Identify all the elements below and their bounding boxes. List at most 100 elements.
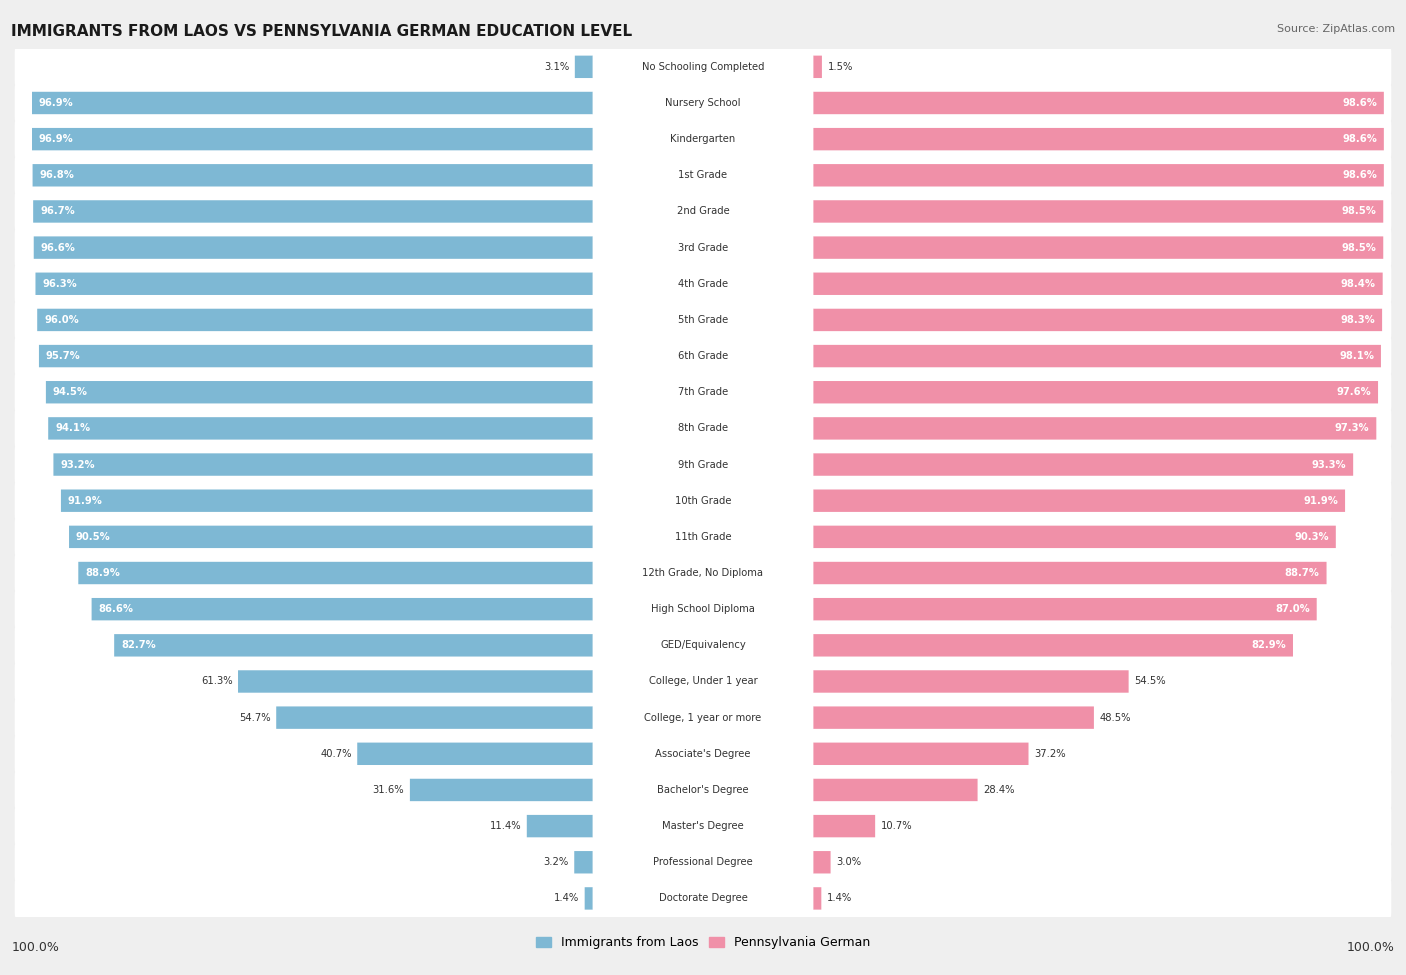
FancyBboxPatch shape — [813, 56, 823, 78]
FancyBboxPatch shape — [60, 489, 593, 512]
Text: 98.5%: 98.5% — [1341, 207, 1376, 216]
Text: Doctorate Degree: Doctorate Degree — [658, 893, 748, 904]
FancyBboxPatch shape — [14, 227, 1392, 268]
Text: 96.9%: 96.9% — [39, 135, 73, 144]
FancyBboxPatch shape — [14, 517, 1392, 557]
Text: 11th Grade: 11th Grade — [675, 531, 731, 542]
FancyBboxPatch shape — [14, 372, 1392, 412]
FancyBboxPatch shape — [813, 381, 1378, 404]
FancyBboxPatch shape — [91, 598, 593, 620]
FancyBboxPatch shape — [14, 842, 1392, 882]
Text: 7th Grade: 7th Grade — [678, 387, 728, 397]
Text: 8th Grade: 8th Grade — [678, 423, 728, 434]
Text: 61.3%: 61.3% — [201, 677, 232, 686]
FancyBboxPatch shape — [593, 851, 813, 874]
FancyBboxPatch shape — [593, 273, 813, 295]
FancyBboxPatch shape — [14, 263, 1392, 304]
FancyBboxPatch shape — [593, 743, 813, 765]
Text: Associate's Degree: Associate's Degree — [655, 749, 751, 759]
FancyBboxPatch shape — [593, 887, 813, 910]
FancyBboxPatch shape — [593, 92, 813, 114]
FancyBboxPatch shape — [813, 815, 875, 838]
Text: 97.3%: 97.3% — [1334, 423, 1369, 434]
FancyBboxPatch shape — [357, 743, 593, 765]
FancyBboxPatch shape — [593, 489, 813, 512]
Text: 28.4%: 28.4% — [983, 785, 1015, 795]
Text: Nursery School: Nursery School — [665, 98, 741, 108]
FancyBboxPatch shape — [276, 707, 593, 729]
Text: 94.5%: 94.5% — [53, 387, 87, 397]
Text: 54.7%: 54.7% — [239, 713, 271, 722]
FancyBboxPatch shape — [813, 851, 831, 874]
FancyBboxPatch shape — [32, 164, 593, 186]
FancyBboxPatch shape — [14, 625, 1392, 666]
Text: 1st Grade: 1st Grade — [679, 171, 727, 180]
FancyBboxPatch shape — [593, 236, 813, 258]
FancyBboxPatch shape — [813, 743, 1029, 765]
FancyBboxPatch shape — [593, 128, 813, 150]
FancyBboxPatch shape — [527, 815, 593, 838]
Text: 93.2%: 93.2% — [60, 459, 96, 470]
Legend: Immigrants from Laos, Pennsylvania German: Immigrants from Laos, Pennsylvania Germa… — [536, 936, 870, 950]
Text: 82.9%: 82.9% — [1251, 641, 1286, 650]
FancyBboxPatch shape — [593, 56, 813, 78]
FancyBboxPatch shape — [14, 806, 1392, 846]
FancyBboxPatch shape — [238, 670, 593, 692]
FancyBboxPatch shape — [813, 598, 1316, 620]
Text: 37.2%: 37.2% — [1033, 749, 1066, 759]
Text: 96.3%: 96.3% — [42, 279, 77, 289]
FancyBboxPatch shape — [32, 128, 593, 150]
Text: 91.9%: 91.9% — [1303, 495, 1339, 506]
FancyBboxPatch shape — [69, 526, 593, 548]
Text: 98.1%: 98.1% — [1339, 351, 1374, 361]
Text: College, 1 year or more: College, 1 year or more — [644, 713, 762, 722]
Text: 98.5%: 98.5% — [1341, 243, 1376, 253]
Text: 98.6%: 98.6% — [1343, 98, 1376, 108]
FancyBboxPatch shape — [14, 697, 1392, 738]
FancyBboxPatch shape — [37, 309, 593, 332]
FancyBboxPatch shape — [593, 779, 813, 801]
Text: Kindergarten: Kindergarten — [671, 135, 735, 144]
Text: 96.8%: 96.8% — [39, 171, 75, 180]
FancyBboxPatch shape — [14, 299, 1392, 340]
FancyBboxPatch shape — [593, 453, 813, 476]
FancyBboxPatch shape — [39, 345, 593, 368]
FancyBboxPatch shape — [593, 598, 813, 620]
Text: 98.6%: 98.6% — [1343, 135, 1376, 144]
FancyBboxPatch shape — [411, 779, 593, 801]
FancyBboxPatch shape — [574, 851, 593, 874]
Text: Master's Degree: Master's Degree — [662, 821, 744, 831]
FancyBboxPatch shape — [14, 445, 1392, 485]
FancyBboxPatch shape — [34, 236, 593, 258]
Text: 1.4%: 1.4% — [554, 893, 579, 904]
FancyBboxPatch shape — [114, 634, 593, 656]
FancyBboxPatch shape — [813, 309, 1382, 332]
Text: 3.0%: 3.0% — [837, 857, 862, 868]
Text: 90.3%: 90.3% — [1295, 531, 1329, 542]
FancyBboxPatch shape — [813, 562, 1326, 584]
FancyBboxPatch shape — [593, 164, 813, 186]
FancyBboxPatch shape — [48, 417, 593, 440]
FancyBboxPatch shape — [813, 200, 1384, 222]
Text: High School Diploma: High School Diploma — [651, 604, 755, 614]
FancyBboxPatch shape — [813, 707, 1094, 729]
Text: 1.4%: 1.4% — [827, 893, 852, 904]
FancyBboxPatch shape — [35, 273, 593, 295]
FancyBboxPatch shape — [14, 335, 1392, 376]
FancyBboxPatch shape — [813, 489, 1346, 512]
Text: 48.5%: 48.5% — [1099, 713, 1130, 722]
Text: 10.7%: 10.7% — [880, 821, 912, 831]
FancyBboxPatch shape — [593, 345, 813, 368]
FancyBboxPatch shape — [813, 453, 1353, 476]
FancyBboxPatch shape — [585, 887, 593, 910]
FancyBboxPatch shape — [79, 562, 593, 584]
FancyBboxPatch shape — [813, 164, 1384, 186]
FancyBboxPatch shape — [813, 526, 1336, 548]
Text: 97.6%: 97.6% — [1337, 387, 1371, 397]
FancyBboxPatch shape — [813, 634, 1294, 656]
Text: 3.2%: 3.2% — [544, 857, 569, 868]
Text: 91.9%: 91.9% — [67, 495, 103, 506]
FancyBboxPatch shape — [14, 661, 1392, 702]
FancyBboxPatch shape — [34, 200, 593, 222]
FancyBboxPatch shape — [32, 92, 593, 114]
